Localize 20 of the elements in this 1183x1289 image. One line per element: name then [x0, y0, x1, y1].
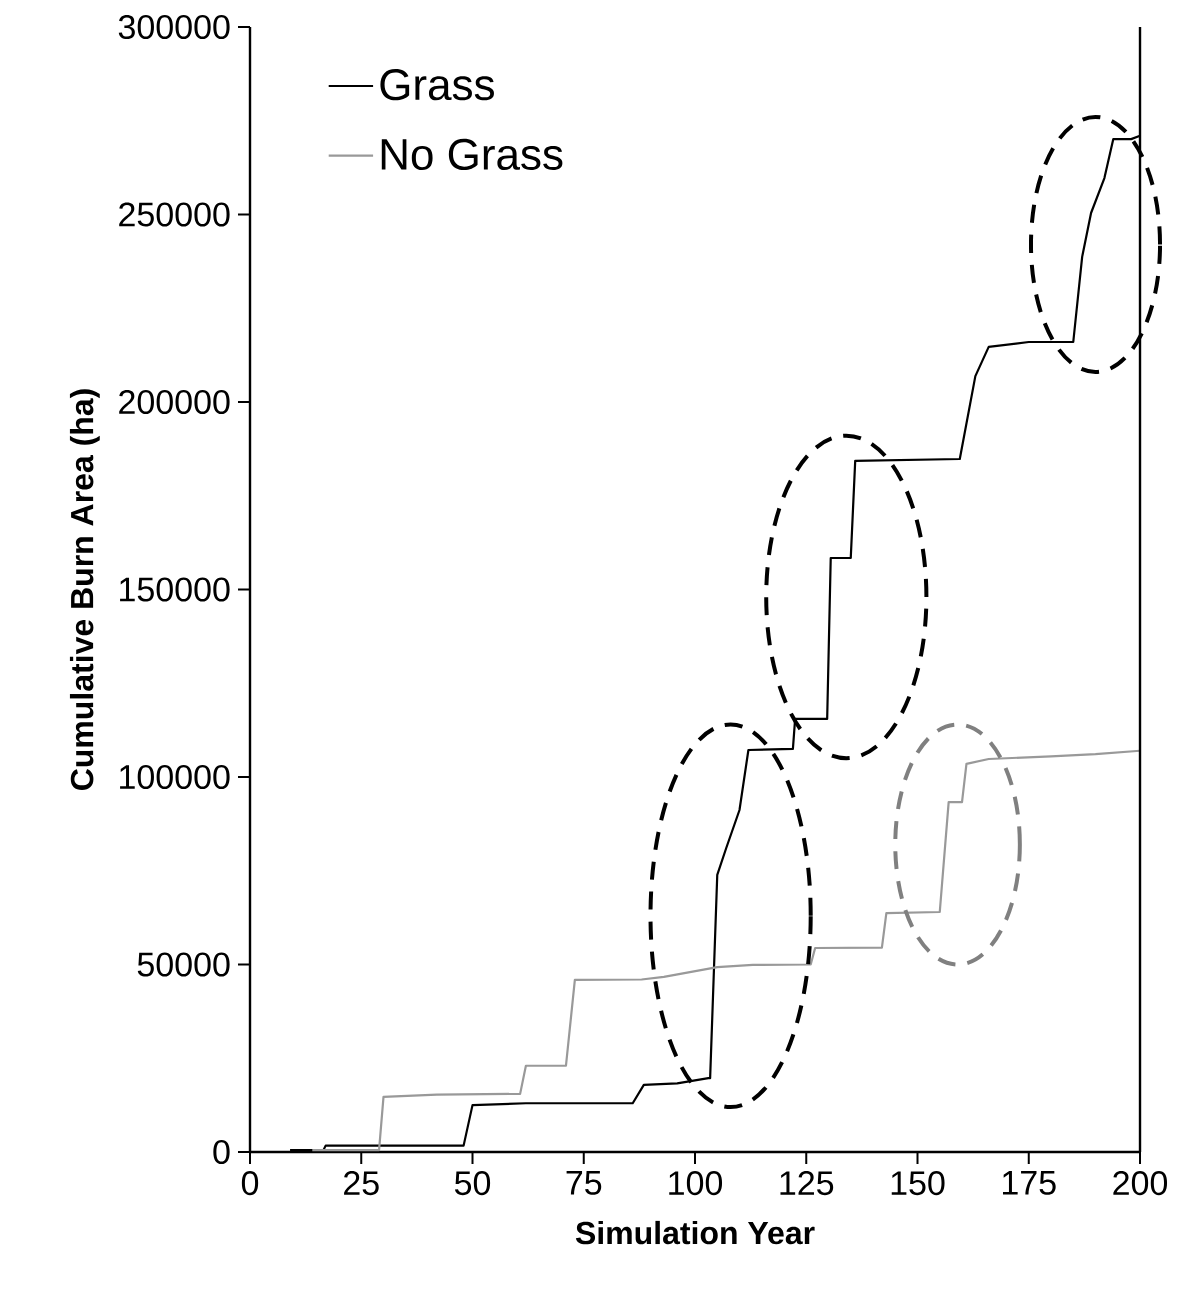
legend-label: No Grass: [381, 138, 563, 171]
x-tick-label: 150: [891, 1171, 945, 1196]
y-tick-label: 200000: [119, 389, 230, 415]
y-tick-label: 100000: [120, 764, 230, 790]
x-tick-label: 200: [1113, 1171, 1168, 1196]
y-tick-label: 150000: [120, 577, 230, 602]
x-tick-label: 125: [780, 1171, 834, 1196]
legend-label: Grass: [380, 69, 494, 101]
x-tick-label: 75: [566, 1171, 602, 1195]
y-tick-label: 50000: [137, 952, 230, 977]
x-tick-label: 50: [454, 1171, 491, 1196]
x-tick-label: 0: [241, 1171, 259, 1196]
x-axis-title: Simulation Year: [575, 1220, 815, 1245]
y-tick-label: 300000: [118, 14, 230, 40]
y-axis-title: Cumulative Burn Area (ha): [69, 389, 100, 790]
y-tick-label: 250000: [119, 202, 230, 227]
x-tick-label: 25: [344, 1171, 379, 1196]
y-tick-label: 0: [213, 1139, 230, 1165]
x-tick-label: 100: [669, 1171, 723, 1196]
x-tick-label: 175: [1003, 1171, 1056, 1195]
